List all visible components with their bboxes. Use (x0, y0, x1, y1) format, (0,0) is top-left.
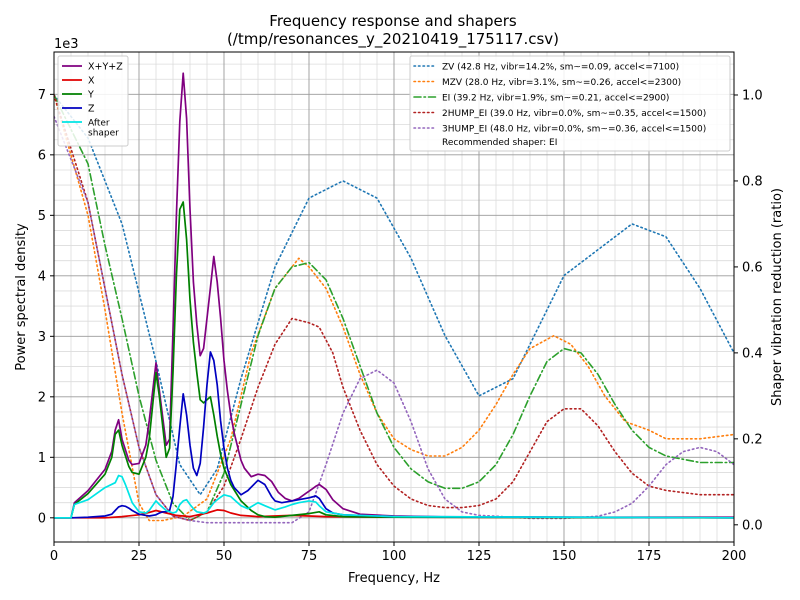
x-tick-label: 100 (382, 549, 407, 564)
shaper-line-2hump-ei (54, 94, 734, 522)
x-tick-label: 175 (637, 549, 662, 564)
x-tick-label: 150 (552, 549, 577, 564)
legend-shaper-label: EI (39.2 Hz, vibr=1.9%, sm~=0.21, accel<… (442, 93, 669, 103)
y-tick-label: 6 (38, 148, 46, 163)
legend-psd-label: shaper (88, 129, 119, 139)
legend-shapers-box (409, 55, 731, 152)
psd-lines (54, 72, 734, 519)
y-tick-label: 5 (38, 209, 46, 224)
y2-tick-label: 0.8 (742, 174, 763, 189)
x-tick-label: 200 (722, 549, 747, 564)
y2-tick-label: 0.0 (742, 518, 763, 533)
x-tick-label: 75 (301, 549, 318, 564)
legend-shapers: ZV (42.8 Hz, vibr=14.2%, sm~=0.09, accel… (409, 55, 731, 152)
x-tick-label: 50 (216, 549, 233, 564)
chart-title: Frequency response and shapers (269, 12, 517, 30)
y2-tick-label: 0.2 (742, 432, 763, 447)
legend-psd-label: X (88, 76, 95, 87)
y2-tick-label: 1.0 (742, 88, 763, 103)
y-tick-label: 4 (38, 269, 46, 284)
legend-psd-label: Y (87, 90, 94, 101)
shaper-line-mzv (54, 94, 734, 522)
y2-tick-label: 0.6 (742, 260, 763, 275)
y-tick-label: 2 (38, 390, 46, 405)
y-tick-label: 0 (38, 511, 46, 526)
y-axis-ticks: 0 1 2 3 4 5 6 7 (38, 88, 54, 526)
legend-shaper-label: MZV (28.0 Hz, vibr=3.1%, sm~=0.26, accel… (442, 78, 681, 88)
legend-psd-label: Z (88, 104, 95, 115)
recommended-shaper-text: Recommended shaper: EI (442, 138, 557, 148)
legend-psd-box (57, 55, 129, 147)
legend-psd-label: After (88, 119, 110, 129)
legend-shaper-label: 2HUMP_EI (39.0 Hz, vibr=0.0%, sm~=0.35, … (442, 109, 706, 119)
y-axis-multiplier: 1e3 (54, 37, 79, 52)
y-axis-label: Power spectral density (14, 223, 29, 371)
x-tick-label: 125 (467, 549, 492, 564)
y2-tick-label: 0.4 (742, 346, 763, 361)
y-tick-label: 1 (38, 451, 46, 466)
shaper-line-zv (54, 94, 734, 496)
psd-line-x-y-z (54, 72, 734, 519)
x-tick-label: 0 (50, 549, 58, 564)
y2-axis-ticks: 0.0 0.2 0.4 0.6 0.8 1.0 (734, 88, 763, 533)
shaper-line-ei (54, 94, 734, 522)
shaper-line-3hump-ei (54, 115, 734, 524)
chart-subtitle: (/tmp/resonances_y_20210419_175117.csv) (227, 30, 559, 49)
legend-shaper-label: ZV (42.8 Hz, vibr=14.2%, sm~=0.09, accel… (442, 62, 679, 72)
legend-psd-label: X+Y+Z (88, 62, 123, 73)
y2-axis-label: Shaper vibration reduction (ratio) (770, 188, 785, 406)
shaper-lines (54, 94, 734, 524)
x-tick-label: 25 (131, 549, 148, 564)
psd-line-after-shaper (54, 474, 734, 519)
psd-line-y (54, 201, 734, 519)
x-axis-ticks: 0 25 50 75 100 125 150 175 200 (50, 542, 747, 564)
y-tick-label: 3 (38, 330, 46, 345)
psd-line-z (54, 351, 734, 519)
x-axis-label: Frequency, Hz (348, 571, 440, 586)
legend-shaper-label: 3HUMP_EI (48.0 Hz, vibr=0.0%, sm~=0.36, … (442, 124, 706, 134)
y-tick-label: 7 (38, 88, 46, 103)
